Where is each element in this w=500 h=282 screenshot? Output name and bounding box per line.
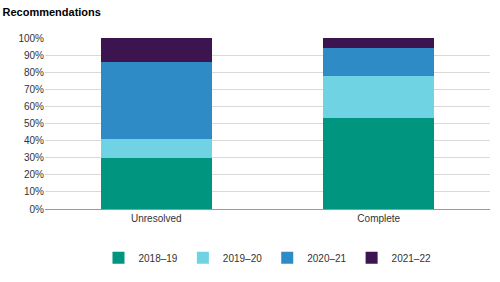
svg-text:50%: 50% [24, 118, 44, 129]
svg-text:Recommendations: Recommendations [3, 6, 101, 18]
svg-text:90%: 90% [24, 50, 44, 61]
svg-text:80%: 80% [24, 67, 44, 78]
svg-text:70%: 70% [24, 84, 44, 95]
svg-text:60%: 60% [24, 101, 44, 112]
svg-text:2019–20: 2019–20 [223, 253, 262, 264]
svg-text:20%: 20% [24, 169, 44, 180]
svg-text:10%: 10% [24, 186, 44, 197]
svg-text:Unresolved: Unresolved [131, 213, 182, 224]
svg-text:2020–21: 2020–21 [307, 253, 346, 264]
svg-text:30%: 30% [24, 152, 44, 163]
svg-text:100%: 100% [18, 33, 44, 44]
svg-text:40%: 40% [24, 135, 44, 146]
svg-text:2018–19: 2018–19 [139, 253, 178, 264]
svg-text:Complete: Complete [357, 213, 400, 224]
svg-text:0%: 0% [30, 204, 45, 215]
svg-text:2021–22: 2021–22 [392, 253, 431, 264]
